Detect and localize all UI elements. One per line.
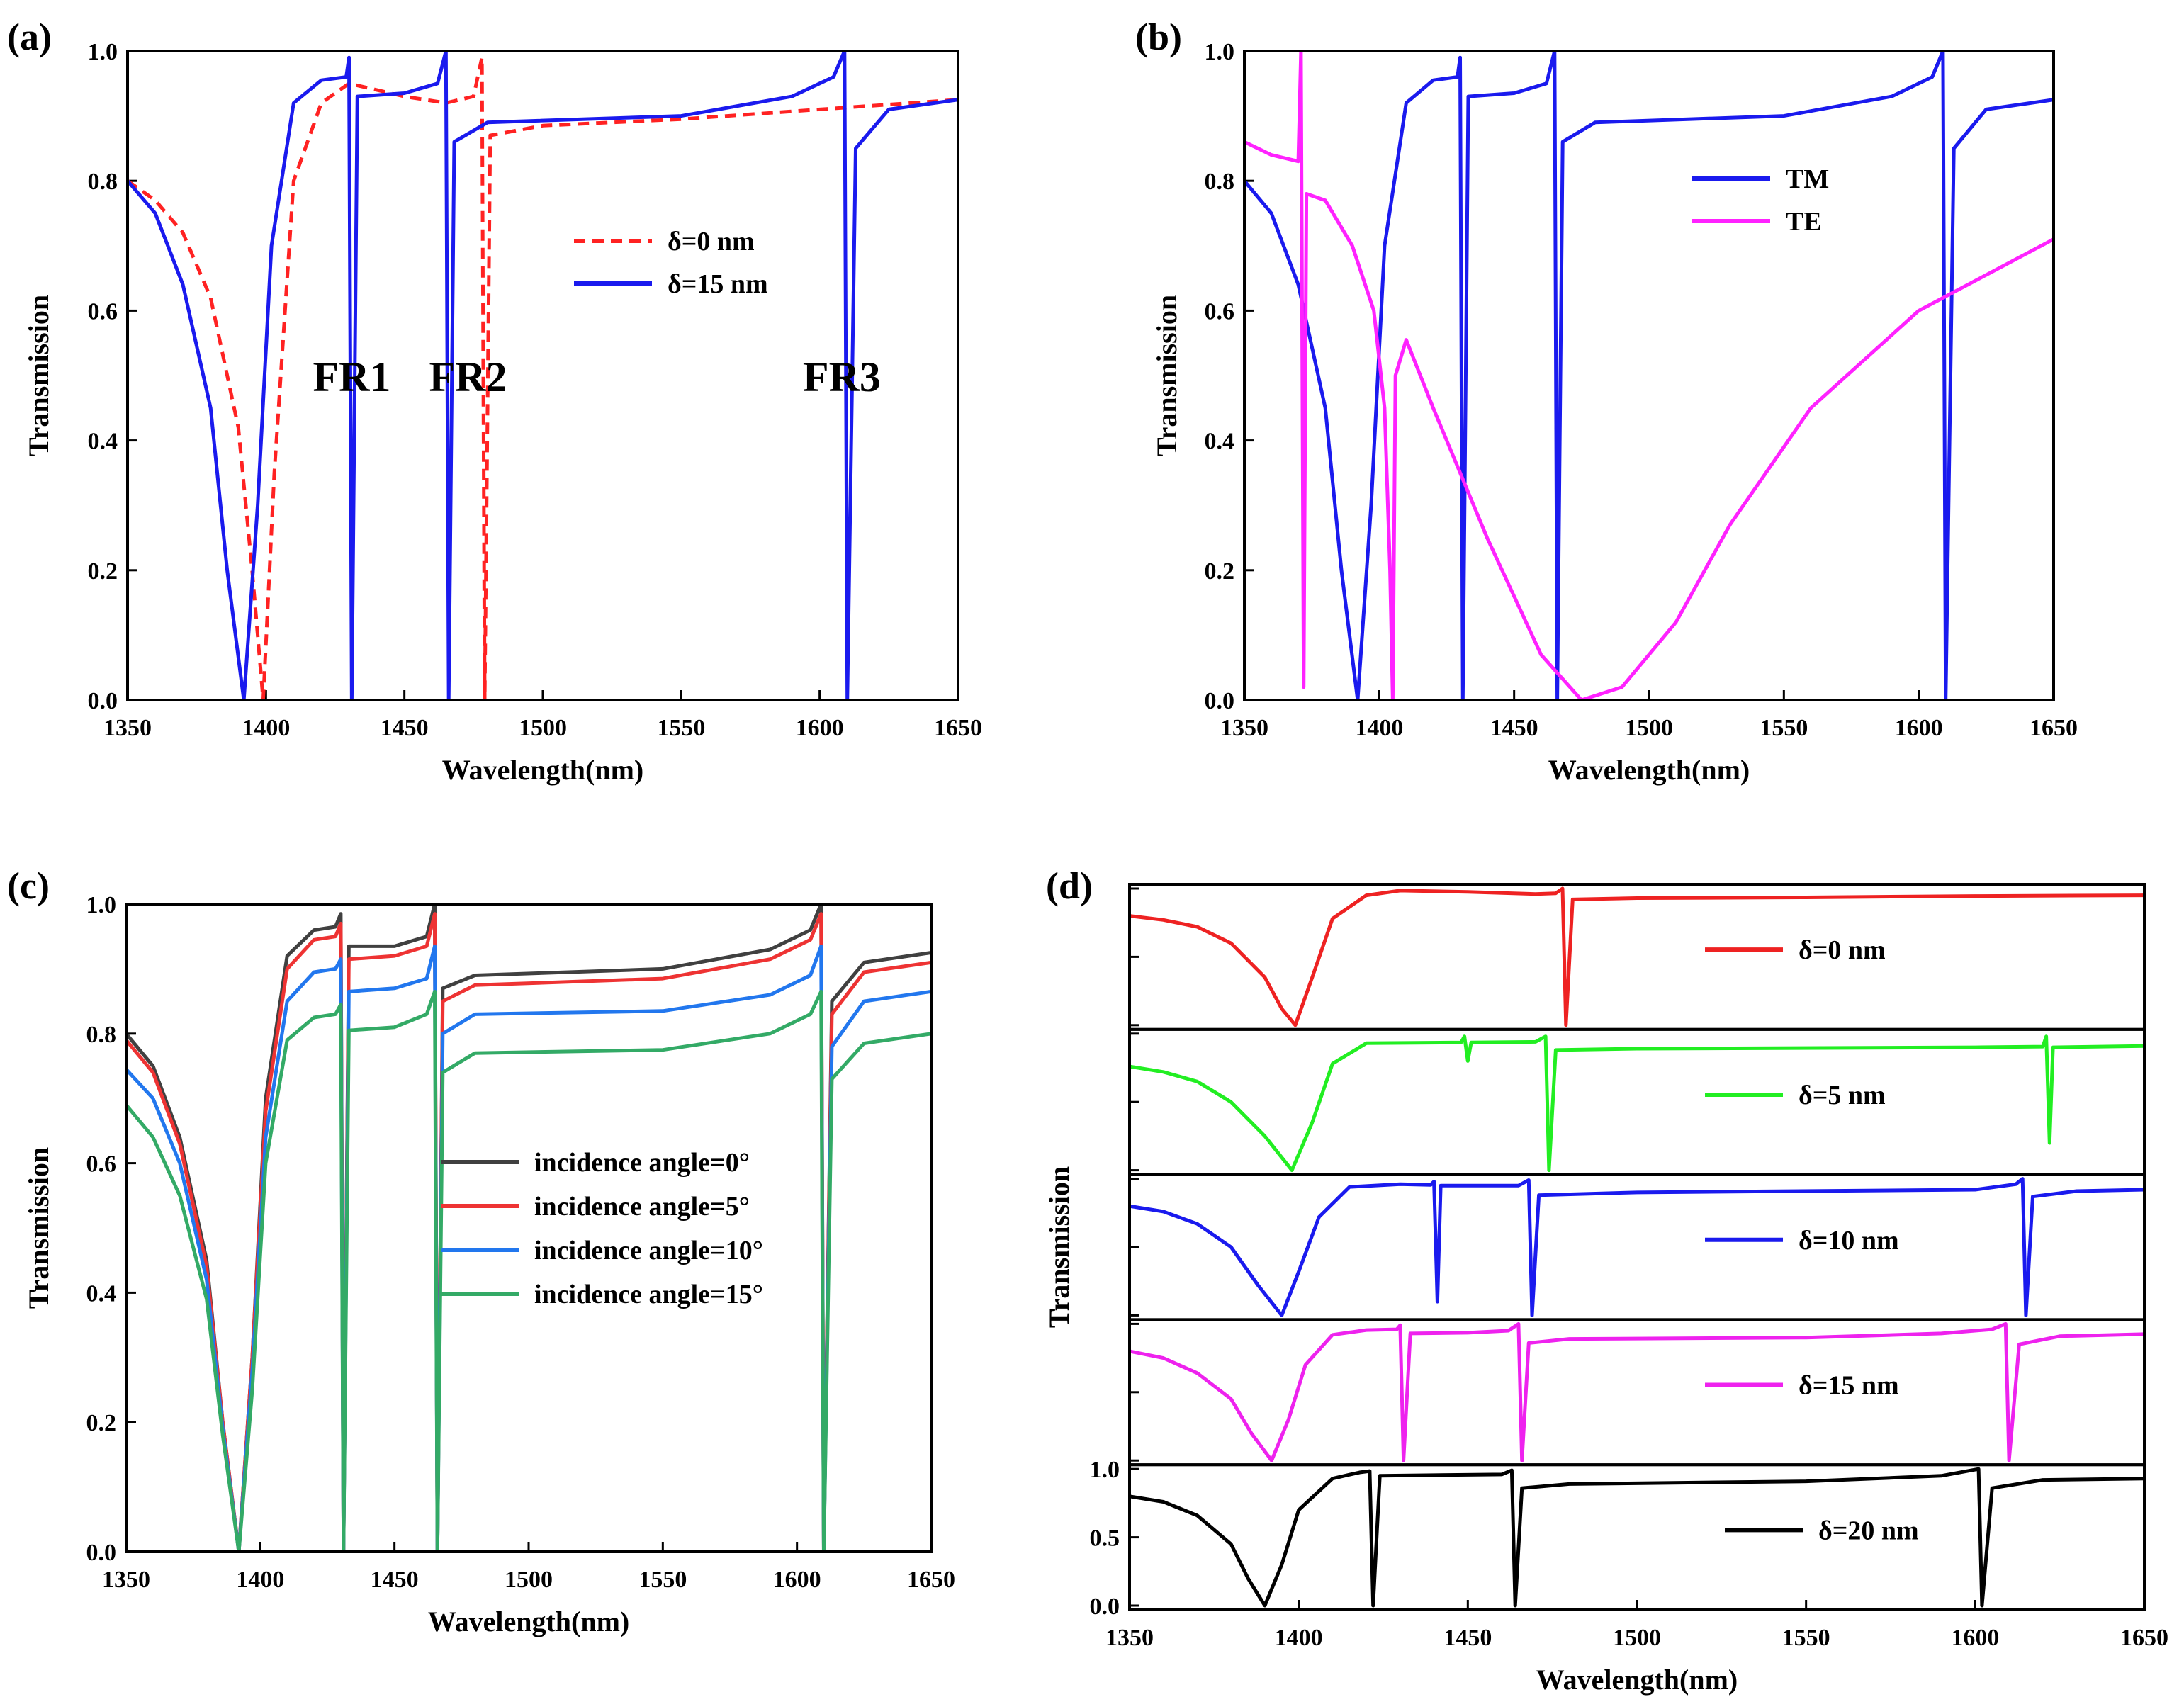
- panel-label: (c): [7, 864, 50, 907]
- y-axis-title: Transmission: [1151, 295, 1183, 456]
- plot-frame: [1243, 50, 2055, 701]
- x-tick-label: 1550: [657, 715, 705, 741]
- x-tick-label: 1350: [103, 715, 152, 741]
- legend-label: δ=20 nm: [1818, 1516, 1919, 1545]
- legend-label: TE: [1786, 207, 1822, 237]
- chart-panel-c: (c) 1350 1400 1450 1500 1550 1600 1650 Wavelengt…: [7, 864, 955, 1637]
- legend-label: δ=10 nm: [1799, 1226, 1899, 1256]
- legend-label: incidence angle=10°: [534, 1236, 763, 1265]
- x-tick-label: 1500: [519, 715, 567, 741]
- x-tick-label: 1400: [1355, 715, 1403, 741]
- series-line-4: [126, 989, 931, 1553]
- x-tick-label: 1500: [1613, 1625, 1661, 1651]
- y-tick-label: 0.0: [1090, 1594, 1120, 1620]
- legend-label: δ=15 nm: [668, 269, 768, 299]
- series-line-4: [1130, 1321, 2144, 1462]
- y-tick-label: 1.0: [88, 39, 118, 65]
- y-tick-label: 0.8: [86, 1022, 117, 1048]
- y-tick-label: 0.2: [86, 1410, 117, 1436]
- y-tick-label: 0.6: [86, 1151, 117, 1178]
- series-line-3: [1130, 1177, 2144, 1317]
- legend-label: δ=5 nm: [1799, 1081, 1886, 1110]
- subplot-frame: [1128, 1173, 2146, 1321]
- x-tick-label: 1600: [796, 715, 844, 741]
- legend-label: incidence angle=15°: [534, 1280, 763, 1309]
- y-tick-label: 0.2: [88, 558, 118, 585]
- subplot-frame: [1128, 1318, 2146, 1467]
- legend-label: δ=0 nm: [668, 227, 755, 256]
- series-line-1: [1130, 886, 2144, 1027]
- y-tick-label: 0.0: [1205, 688, 1235, 714]
- x-tick-label: 1550: [1782, 1625, 1830, 1651]
- panel-label: (a): [7, 16, 52, 58]
- chart-panel-a: (a) 1350 1400 1450 1500 1550 1600 1650 Wavelengt…: [7, 16, 982, 786]
- series-line-5: [1130, 1467, 2144, 1608]
- y-tick-label: 0.4: [1205, 429, 1235, 455]
- x-tick-label: 1500: [505, 1567, 553, 1593]
- x-tick-label: 1350: [1105, 1625, 1154, 1651]
- chart-panel-b: (b) 1350 1400 1450 1500 1550 1600 1650 Wavelengt…: [1135, 16, 2078, 786]
- x-tick-label: 1350: [102, 1567, 150, 1593]
- y-tick-label: 0.0: [86, 1540, 117, 1566]
- x-tick-label: 1650: [2120, 1625, 2168, 1651]
- annotation-label: FR2: [429, 354, 507, 400]
- y-tick-label: 0.4: [86, 1280, 117, 1307]
- x-tick-label: 1550: [638, 1567, 687, 1593]
- plot-frame: [126, 50, 959, 701]
- chart-panel-d: (d) 1350 1400 1450 1500 1550 1600 1650 Wavelengt…: [1043, 864, 2168, 1696]
- x-tick-label: 1450: [381, 715, 429, 741]
- x-tick-label: 1600: [773, 1567, 821, 1593]
- x-axis-title: Wavelength(nm): [1536, 1664, 1738, 1696]
- annotation-label: FR3: [803, 354, 881, 400]
- y-tick-label: 1.0: [86, 892, 117, 918]
- x-tick-label: 1600: [1895, 715, 1943, 741]
- x-tick-label: 1650: [934, 715, 982, 741]
- panel-label: (d): [1046, 864, 1093, 907]
- series-line-2: [1244, 50, 2054, 701]
- y-axis-title: Transmission: [1043, 1166, 1075, 1328]
- y-tick-label: 0.2: [1205, 558, 1235, 585]
- panel-label: (b): [1135, 16, 1182, 58]
- x-axis-title: Wavelength(nm): [1548, 754, 1750, 786]
- legend-label: TM: [1786, 164, 1829, 194]
- y-tick-label: 0.6: [88, 298, 118, 325]
- x-tick-label: 1650: [2030, 715, 2078, 741]
- x-tick-label: 1600: [1951, 1625, 1999, 1651]
- x-tick-label: 1400: [1275, 1625, 1323, 1651]
- legend-label: incidence angle=5°: [534, 1192, 750, 1222]
- series-line-2: [1130, 1034, 2144, 1173]
- legend-label: incidence angle=0°: [534, 1148, 750, 1178]
- x-axis-title: Wavelength(nm): [442, 754, 643, 786]
- x-axis-title: Wavelength(nm): [428, 1606, 629, 1637]
- x-tick-label: 1350: [1220, 715, 1268, 741]
- x-tick-label: 1400: [236, 1567, 284, 1593]
- y-tick-label: 0.5: [1090, 1526, 1120, 1552]
- y-tick-label: 1.0: [1090, 1457, 1120, 1483]
- y-tick-label: 0.6: [1205, 298, 1235, 325]
- y-axis-title: Transmission: [23, 1147, 55, 1309]
- y-tick-label: 0.4: [88, 429, 118, 455]
- legend-label: δ=15 nm: [1799, 1371, 1899, 1401]
- subplot-frame: [1128, 1027, 2146, 1176]
- x-tick-label: 1450: [371, 1567, 419, 1593]
- legend-label: δ=0 nm: [1799, 935, 1886, 965]
- series-line-2: [128, 50, 958, 701]
- x-tick-label: 1450: [1490, 715, 1538, 741]
- x-tick-label: 1450: [1443, 1625, 1492, 1651]
- x-tick-label: 1400: [242, 715, 290, 741]
- y-axis-title: Transmission: [23, 295, 55, 456]
- y-tick-label: 0.8: [1205, 169, 1235, 195]
- y-tick-label: 0.8: [88, 169, 118, 195]
- series-line-1: [1244, 50, 2054, 701]
- annotation-label: FR1: [313, 354, 390, 400]
- x-tick-label: 1550: [1760, 715, 1808, 741]
- x-tick-label: 1500: [1625, 715, 1673, 741]
- x-tick-label: 1650: [907, 1567, 955, 1593]
- plot-frame: [125, 903, 933, 1553]
- y-tick-label: 0.0: [88, 688, 118, 714]
- y-tick-label: 1.0: [1205, 39, 1235, 65]
